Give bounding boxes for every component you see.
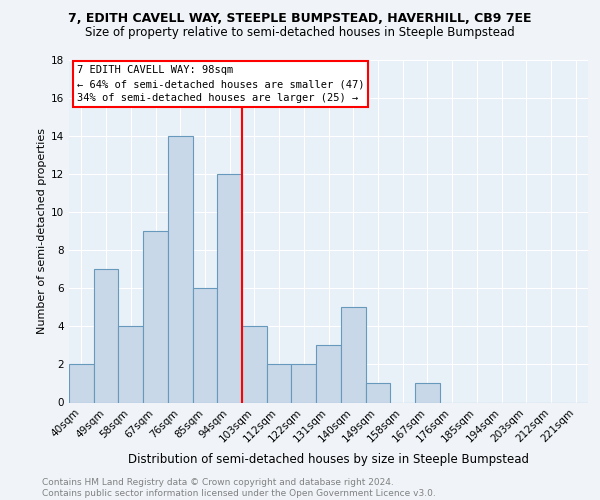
Bar — [415, 384, 440, 402]
Bar — [143, 231, 168, 402]
Bar — [69, 364, 94, 403]
Bar — [118, 326, 143, 402]
Bar — [217, 174, 242, 402]
X-axis label: Distribution of semi-detached houses by size in Steeple Bumpstead: Distribution of semi-detached houses by … — [128, 452, 529, 466]
Text: Contains HM Land Registry data © Crown copyright and database right 2024.
Contai: Contains HM Land Registry data © Crown c… — [42, 478, 436, 498]
Bar — [242, 326, 267, 402]
Y-axis label: Number of semi-detached properties: Number of semi-detached properties — [37, 128, 47, 334]
Bar — [168, 136, 193, 402]
Bar — [193, 288, 217, 403]
Bar — [267, 364, 292, 403]
Bar — [316, 346, 341, 403]
Text: 7 EDITH CAVELL WAY: 98sqm
← 64% of semi-detached houses are smaller (47)
34% of : 7 EDITH CAVELL WAY: 98sqm ← 64% of semi-… — [77, 65, 364, 103]
Bar — [365, 384, 390, 402]
Bar — [292, 364, 316, 403]
Bar — [94, 270, 118, 402]
Bar — [341, 308, 365, 402]
Text: Size of property relative to semi-detached houses in Steeple Bumpstead: Size of property relative to semi-detach… — [85, 26, 515, 39]
Text: 7, EDITH CAVELL WAY, STEEPLE BUMPSTEAD, HAVERHILL, CB9 7EE: 7, EDITH CAVELL WAY, STEEPLE BUMPSTEAD, … — [68, 12, 532, 25]
